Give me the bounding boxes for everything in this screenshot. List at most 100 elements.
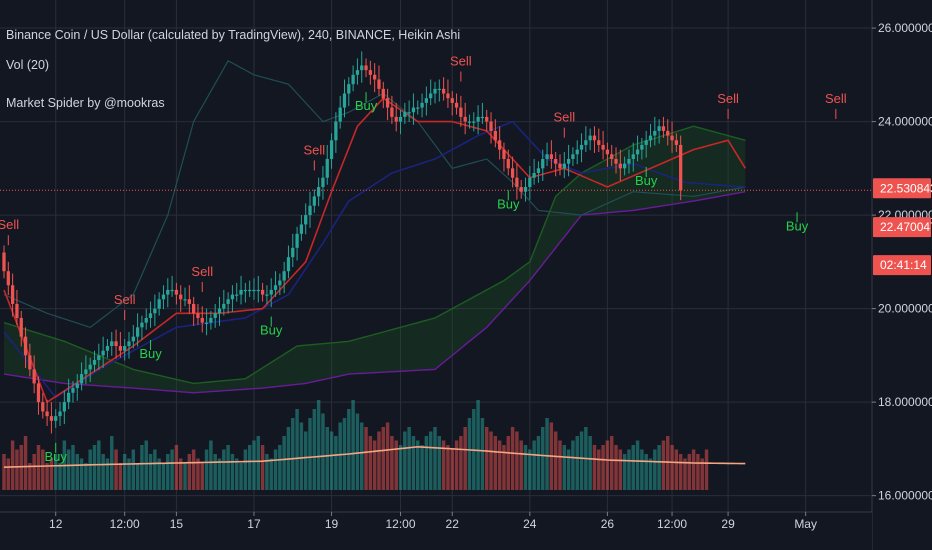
candle-body[interactable] bbox=[373, 74, 377, 80]
candle-body[interactable] bbox=[28, 355, 32, 370]
candle-body[interactable] bbox=[226, 299, 230, 304]
candle-body[interactable] bbox=[170, 289, 174, 292]
candle-body[interactable] bbox=[588, 135, 592, 141]
candle-body[interactable] bbox=[71, 388, 75, 393]
candle-body[interactable] bbox=[92, 360, 97, 365]
candle-body[interactable] bbox=[618, 163, 622, 169]
candle-body[interactable] bbox=[355, 70, 360, 75]
candle-body[interactable] bbox=[416, 107, 420, 109]
candle-body[interactable] bbox=[506, 158, 510, 169]
candle-body[interactable] bbox=[627, 158, 631, 164]
candle-body[interactable] bbox=[239, 289, 243, 295]
candle-body[interactable] bbox=[209, 317, 213, 323]
candle-body[interactable] bbox=[166, 289, 170, 295]
candle-body[interactable] bbox=[58, 411, 62, 417]
candle-body[interactable] bbox=[269, 289, 273, 295]
candle-body[interactable] bbox=[554, 158, 558, 164]
candle-body[interactable] bbox=[385, 98, 390, 108]
candle-body[interactable] bbox=[523, 187, 528, 192]
candle-body[interactable] bbox=[528, 177, 532, 188]
candles[interactable] bbox=[2, 51, 683, 434]
candle-body[interactable] bbox=[489, 121, 493, 131]
candle-body[interactable] bbox=[174, 289, 179, 295]
candle-body[interactable] bbox=[597, 140, 601, 145]
candle-body[interactable] bbox=[45, 411, 49, 417]
candle-body[interactable] bbox=[321, 177, 325, 188]
candle-body[interactable] bbox=[498, 140, 502, 150]
candle-body[interactable] bbox=[579, 144, 584, 150]
candle-body[interactable] bbox=[493, 130, 497, 141]
candle-body[interactable] bbox=[476, 116, 480, 122]
candle-body[interactable] bbox=[648, 135, 653, 141]
candle-body[interactable] bbox=[661, 126, 666, 131]
candle-body[interactable] bbox=[536, 168, 541, 174]
candle-body[interactable] bbox=[110, 341, 114, 347]
candle-body[interactable] bbox=[312, 196, 316, 206]
candle-body[interactable] bbox=[273, 285, 278, 290]
candle-body[interactable] bbox=[575, 149, 579, 155]
candle-body[interactable] bbox=[485, 116, 489, 122]
candle-body[interactable] bbox=[278, 280, 282, 286]
candle-body[interactable] bbox=[610, 154, 614, 159]
candle-body[interactable] bbox=[265, 294, 269, 296]
candle-body[interactable] bbox=[2, 252, 6, 272]
candle-body[interactable] bbox=[411, 107, 416, 113]
candle-body[interactable] bbox=[286, 257, 291, 272]
candle-body[interactable] bbox=[519, 187, 523, 192]
candle-body[interactable] bbox=[562, 163, 566, 169]
candle-body[interactable] bbox=[558, 163, 562, 169]
candle-body[interactable] bbox=[446, 93, 450, 99]
candle-body[interactable] bbox=[571, 154, 575, 159]
candle-body[interactable] bbox=[32, 369, 36, 384]
candle-body[interactable] bbox=[217, 308, 222, 314]
candle-body[interactable] bbox=[299, 224, 304, 234]
candle-body[interactable] bbox=[291, 247, 295, 258]
candle-body[interactable] bbox=[454, 102, 459, 108]
candle-body[interactable] bbox=[213, 313, 217, 318]
candle-body[interactable] bbox=[308, 205, 312, 216]
candle-body[interactable] bbox=[364, 65, 368, 71]
candle-body[interactable] bbox=[472, 121, 476, 123]
time-axis-background[interactable] bbox=[0, 512, 872, 550]
candle-body[interactable] bbox=[88, 364, 92, 370]
candle-body[interactable] bbox=[441, 88, 446, 94]
candle-body[interactable] bbox=[54, 416, 58, 421]
candle-body[interactable] bbox=[140, 322, 144, 328]
candle-body[interactable] bbox=[429, 93, 433, 99]
candle-body[interactable] bbox=[679, 144, 683, 191]
candle-body[interactable] bbox=[243, 289, 247, 292]
candle-body[interactable] bbox=[187, 299, 191, 304]
candle-body[interactable] bbox=[644, 140, 648, 145]
candle-body[interactable] bbox=[338, 107, 342, 122]
candle-body[interactable] bbox=[342, 93, 347, 108]
candle-body[interactable] bbox=[153, 308, 157, 314]
candle-body[interactable] bbox=[394, 116, 398, 122]
candle-body[interactable] bbox=[196, 313, 200, 318]
candle-body[interactable] bbox=[666, 130, 670, 136]
candle-body[interactable] bbox=[545, 154, 549, 159]
candle-body[interactable] bbox=[75, 383, 79, 389]
candle-body[interactable] bbox=[347, 84, 351, 94]
candle-body[interactable] bbox=[635, 149, 640, 155]
candle-body[interactable] bbox=[437, 88, 441, 91]
candle-body[interactable] bbox=[631, 154, 635, 159]
candle-body[interactable] bbox=[230, 294, 235, 300]
candle-body[interactable] bbox=[192, 303, 196, 314]
candle-body[interactable] bbox=[390, 107, 394, 117]
candle-body[interactable] bbox=[127, 341, 131, 347]
candle-body[interactable] bbox=[248, 289, 252, 292]
candle-body[interactable] bbox=[334, 121, 338, 141]
candle-body[interactable] bbox=[653, 130, 657, 136]
candle-body[interactable] bbox=[36, 383, 41, 403]
candle-body[interactable] bbox=[256, 289, 260, 292]
candle-body[interactable] bbox=[670, 135, 674, 141]
candle-body[interactable] bbox=[84, 369, 88, 375]
candle-body[interactable] bbox=[161, 294, 166, 300]
legend-indicator[interactable]: Market Spider by @mookras bbox=[6, 96, 165, 110]
candle-body[interactable] bbox=[584, 140, 588, 145]
candle-body[interactable] bbox=[463, 116, 467, 122]
legend-volume[interactable]: Vol (20) bbox=[6, 58, 50, 72]
candle-body[interactable] bbox=[200, 317, 204, 323]
candle-body[interactable] bbox=[79, 374, 84, 384]
candle-body[interactable] bbox=[157, 299, 161, 309]
